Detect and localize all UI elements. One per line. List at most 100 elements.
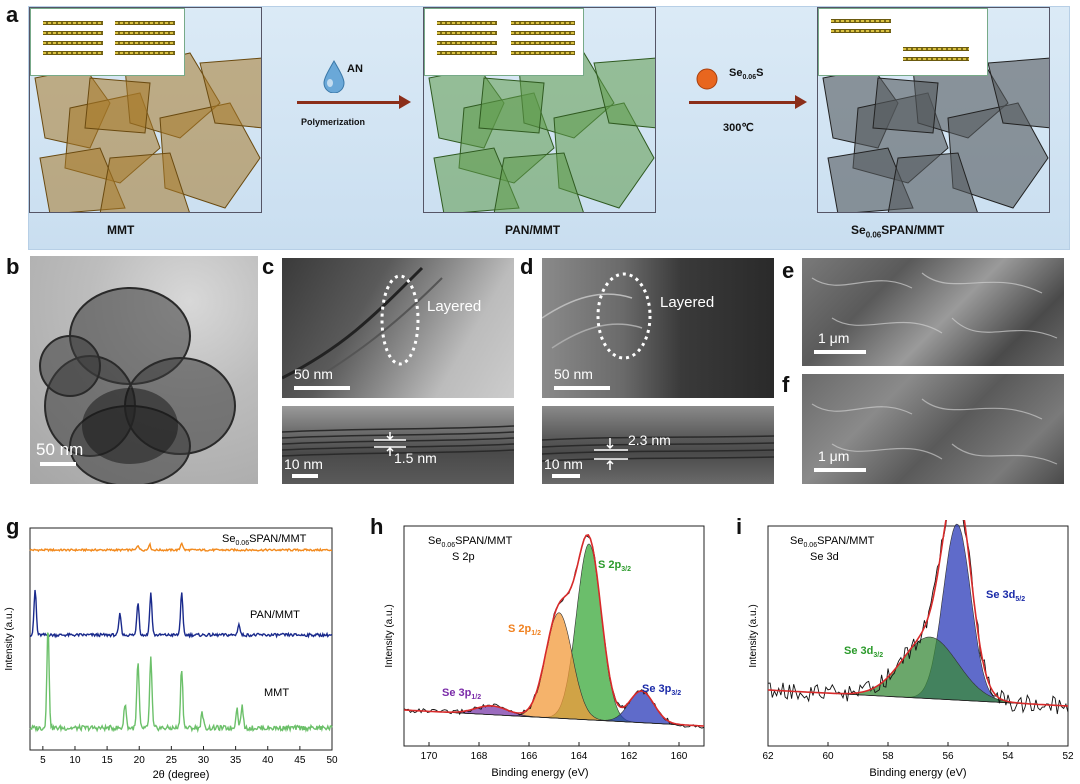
panel-label-d: d (520, 254, 534, 279)
x-tick-label: 58 (882, 751, 894, 762)
component-peak-1 (767, 636, 1069, 707)
x-axis-label: Binding energy (eV) (491, 767, 588, 779)
layer-stripe (43, 31, 103, 35)
y-axis-label: Intensity (a.u.) (748, 604, 759, 667)
x-tick-label: 35 (230, 755, 242, 766)
panel-label-h: h (370, 514, 384, 539)
layer-stripe (437, 41, 497, 45)
schematic-panel: MMT AN Polymerization (28, 6, 1070, 250)
annotation-layered-c: Layered (427, 298, 482, 315)
se-s-bead-icon (696, 68, 718, 90)
series-line-0 (29, 541, 333, 553)
step2-temperature: 300℃ (723, 122, 754, 134)
scale-label-d: 50 nm (554, 366, 593, 382)
arrow-step2-head (795, 95, 807, 109)
fit-envelope (767, 520, 1069, 707)
sem-image-f: 1 μm (802, 374, 1064, 484)
layer-stripe (903, 47, 969, 51)
plot-frame (29, 527, 333, 751)
hrtem-fringes-c (282, 425, 514, 457)
xps-se3d-chart: 62 60 58 56 54 52 Se0.06SPAN/MMT Se 3d Bindin… (748, 520, 1074, 779)
scale-label-c: 50 nm (294, 366, 333, 382)
tem-image-d: Layered 50 nm (542, 258, 774, 398)
component-label-s2p32: S 2p3/2 (598, 559, 631, 573)
tem-layers-c (282, 266, 443, 394)
tem-image-c: Layered 50 nm (282, 258, 514, 398)
y-axis-label: Intensity (a.u.) (4, 607, 15, 670)
pan-mmt-box (423, 7, 656, 213)
annotation-layered-d: Layered (660, 294, 715, 311)
x-tick-label: 5 (40, 755, 46, 766)
final-layer-inset (818, 8, 988, 76)
component-label-se3d52: Se 3d5/2 (986, 589, 1025, 603)
x-tick-label: 162 (621, 751, 638, 762)
x-axis-label: 2θ (degree) (153, 769, 210, 781)
x-tick-label: 164 (571, 751, 588, 762)
x-tick-label: 40 (262, 755, 274, 766)
layer-stripe (511, 31, 575, 35)
spacing-label-d: 2.3 nm (628, 432, 671, 448)
x-tick-label: 166 (521, 751, 538, 762)
component-label-se3d32: Se 3d3/2 (844, 645, 883, 659)
x-tick-label: 30 (198, 755, 210, 766)
xrd-chart: 5 10 15 20 25 30 35 40 45 50 2θ (degree) Intensit… (4, 527, 338, 781)
tem-particles-b (39, 287, 236, 484)
layer-stripe (511, 41, 575, 45)
x-tick-label: 60 (822, 751, 834, 762)
component-label-s2p12: S 2p1/2 (508, 623, 541, 637)
layer-stripe (903, 57, 969, 61)
sem-texture-f (811, 398, 1058, 465)
component-label-se3p12: Se 3p1/2 (442, 687, 481, 701)
water-drop-icon (323, 60, 345, 93)
x-tick-label: 62 (762, 751, 774, 762)
scale-bar-c (294, 386, 350, 390)
x-tick-label: 170 (421, 751, 438, 762)
arrow-step1-head (399, 95, 411, 109)
tem-image-b: 50 nm (30, 256, 258, 484)
pan-mmt-label: PAN/MMT (505, 223, 561, 237)
x-tick-label: 20 (134, 755, 146, 766)
series-line-2 (29, 632, 333, 734)
x-tick-label: 56 (942, 751, 954, 762)
mmt-box (29, 7, 262, 213)
sem-image-e: 1 μm (802, 258, 1064, 366)
scale-bar-b (40, 462, 76, 466)
spacing-label-c: 1.5 nm (394, 450, 437, 466)
chart-title-i: Se0.06SPAN/MMT (790, 535, 875, 549)
series-label-se-span-mmt: Se0.06SPAN/MMT (222, 533, 307, 547)
x-tick-label: 10 (69, 755, 81, 766)
series-label-mmt: MMT (264, 687, 289, 699)
mmt-label: MMT (107, 223, 135, 237)
scale-bar-e (814, 350, 866, 354)
layer-stripe (115, 41, 175, 45)
raw-spectrum (767, 520, 1069, 715)
series-line-1 (29, 589, 333, 639)
panel-label-g: g (6, 514, 20, 539)
layer-stripe (43, 41, 103, 45)
panel-label-b: b (6, 254, 20, 279)
layer-stripe (115, 31, 175, 35)
layer-stripe (831, 19, 891, 23)
panel-label-f: f (782, 372, 790, 397)
step1-reagent: AN (347, 63, 363, 75)
tem-layers-d (542, 272, 652, 360)
mmt-layer-inset (30, 8, 185, 76)
se-span-mmt-label: Se0.06SPAN/MMT (851, 223, 945, 240)
layer-stripe (831, 29, 891, 33)
y-axis-label: Intensity (a.u.) (384, 604, 395, 667)
panel-label-i: i (736, 514, 743, 539)
layer-stripe (511, 51, 575, 55)
panel-label-e: e (782, 258, 795, 283)
scale-label-c-lower: 10 nm (284, 456, 323, 472)
x-tick-label: 45 (294, 755, 306, 766)
layer-stripe (43, 21, 103, 25)
layer-stripe (437, 51, 497, 55)
x-tick-label: 25 (166, 755, 178, 766)
layer-stripe (115, 51, 175, 55)
x-tick-label: 15 (102, 755, 114, 766)
layer-stripe (115, 21, 175, 25)
pan-flakes-illustration (428, 52, 655, 212)
x-tick-label: 50 (326, 755, 338, 766)
chart-subtitle-h: S 2p (452, 551, 475, 563)
component-label-se3p32: Se 3p3/2 (642, 683, 681, 697)
